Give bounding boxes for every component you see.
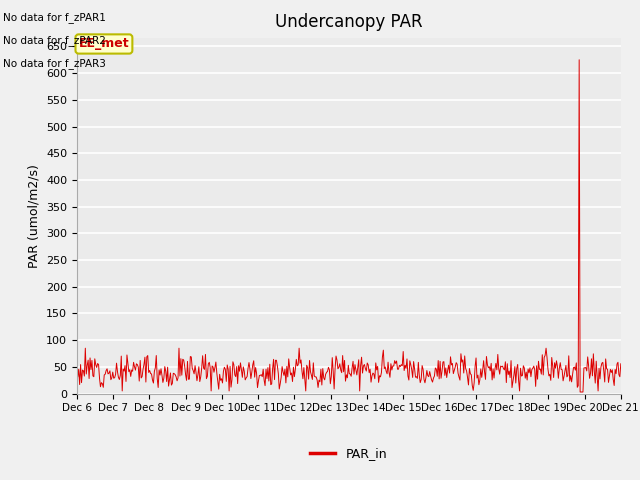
Text: EE_met: EE_met: [79, 37, 129, 50]
Text: No data for f_zPAR2: No data for f_zPAR2: [3, 35, 106, 46]
Title: Undercanopy PAR: Undercanopy PAR: [275, 13, 422, 31]
Y-axis label: PAR (umol/m2/s): PAR (umol/m2/s): [28, 164, 40, 268]
Text: No data for f_zPAR3: No data for f_zPAR3: [3, 58, 106, 69]
Text: No data for f_zPAR1: No data for f_zPAR1: [3, 12, 106, 23]
Legend: PAR_in: PAR_in: [305, 443, 392, 466]
